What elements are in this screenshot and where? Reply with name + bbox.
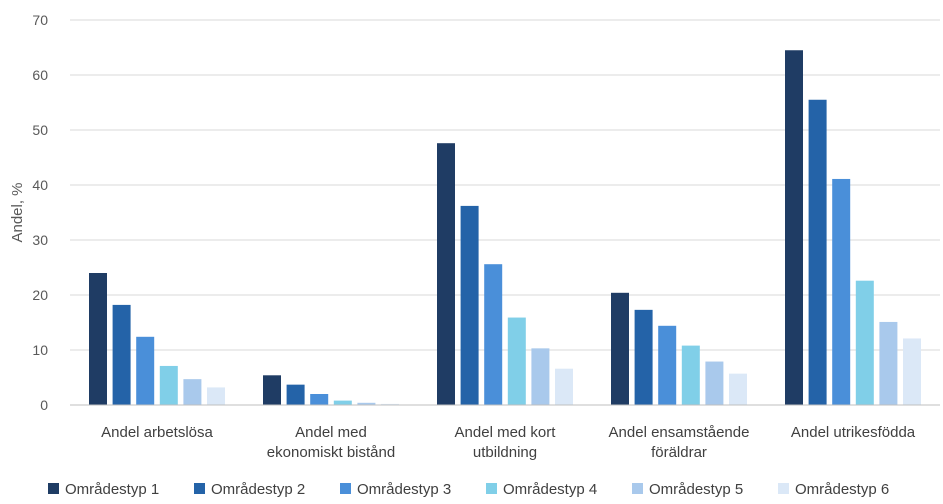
legend-label: Områdestyp 4 bbox=[503, 481, 597, 498]
bar bbox=[855, 280, 874, 405]
legend-swatch bbox=[778, 483, 789, 494]
y-tick-label: 60 bbox=[32, 67, 48, 83]
bar bbox=[437, 143, 455, 405]
legend-label: Områdestyp 5 bbox=[649, 481, 743, 498]
x-category-label: Andel med kort utbildning bbox=[455, 424, 557, 461]
y-axis-ticks: 0 10 20 30 40 50 60 70 bbox=[32, 12, 48, 413]
bar bbox=[183, 379, 202, 405]
bar bbox=[310, 394, 329, 405]
x-category-label: Andel med ekonomiskt bistånd bbox=[267, 424, 395, 461]
legend-label: Områdestyp 6 bbox=[795, 481, 889, 498]
category-labels: Andel arbetslösa Andel med ekonomiskt bist… bbox=[101, 424, 916, 461]
bar bbox=[634, 309, 653, 405]
bar bbox=[832, 178, 851, 405]
bar bbox=[207, 387, 225, 405]
bar bbox=[333, 400, 352, 405]
bar bbox=[507, 317, 526, 405]
bar bbox=[681, 345, 700, 405]
x-category-label: Andel ensamstående föräldrar bbox=[609, 424, 750, 461]
bar bbox=[159, 365, 178, 405]
bar bbox=[555, 368, 573, 405]
legend-label: Områdestyp 1 bbox=[65, 481, 159, 498]
bar bbox=[460, 205, 479, 405]
legend-swatch bbox=[486, 483, 497, 494]
bar bbox=[658, 325, 677, 405]
y-tick-label: 40 bbox=[32, 177, 48, 193]
bar bbox=[729, 373, 747, 405]
legend: Områdestyp 1 Områdestyp 2 Områdestyp 3 Områ… bbox=[48, 481, 889, 498]
gridlines bbox=[70, 19, 940, 351]
bar bbox=[357, 402, 376, 405]
bar bbox=[381, 403, 399, 405]
bar bbox=[705, 361, 724, 405]
legend-swatch bbox=[632, 483, 643, 494]
bar bbox=[611, 292, 629, 405]
bar bbox=[89, 273, 107, 405]
bar bbox=[112, 304, 131, 405]
y-tick-label: 70 bbox=[32, 12, 48, 28]
bar bbox=[531, 348, 550, 405]
y-tick-label: 0 bbox=[40, 397, 48, 413]
legend-label: Områdestyp 3 bbox=[357, 481, 451, 498]
bars bbox=[89, 50, 921, 405]
legend-swatch bbox=[194, 483, 205, 494]
legend-swatch bbox=[340, 483, 351, 494]
y-tick-label: 30 bbox=[32, 232, 48, 248]
y-axis-label: Andel, % bbox=[9, 182, 26, 242]
x-category-label: Andel arbetslösa bbox=[101, 424, 213, 441]
bar bbox=[263, 375, 281, 405]
bar bbox=[879, 321, 898, 405]
y-tick-label: 50 bbox=[32, 122, 48, 138]
y-tick-label: 20 bbox=[32, 287, 48, 303]
bar bbox=[785, 50, 803, 405]
x-category-label: Andel utrikesfödda bbox=[791, 424, 916, 441]
bar bbox=[136, 336, 155, 405]
bar bbox=[286, 384, 305, 405]
legend-swatch bbox=[48, 483, 59, 494]
bar bbox=[903, 338, 921, 405]
legend-label: Områdestyp 2 bbox=[211, 481, 305, 498]
bar bbox=[484, 264, 503, 405]
bar bbox=[808, 99, 827, 405]
y-tick-label: 10 bbox=[32, 342, 48, 358]
